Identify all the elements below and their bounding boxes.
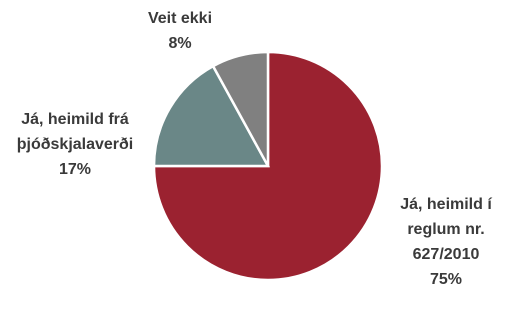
slice-percent: 75%: [429, 271, 463, 288]
slice-percent: 8%: [168, 35, 192, 52]
slice-label-text: Já, heimild í: [400, 196, 492, 213]
slice-label-text: Veit ekki: [147, 10, 213, 27]
slice-label-text: reglum nr.: [407, 221, 485, 238]
pie-slice-2: [211, 50, 270, 167]
slice-percent: 17%: [58, 161, 92, 178]
slice-label-text: Já, heimild frá: [21, 111, 129, 128]
slice-label-thjodskjalavordur: Já, heimild frá þjóðskjalaverði 17%: [0, 107, 150, 182]
slice-label-reglur: Já, heimild í reglum nr. 627/2010 75%: [380, 192, 512, 292]
slice-label-text: 627/2010: [412, 246, 480, 263]
pie-slice-1: [152, 64, 271, 168]
slice-label-text: þjóðskjalaverði: [16, 136, 134, 153]
slice-label-veit-ekki: Veit ekki 8%: [130, 6, 230, 56]
pie-slice-0: [152, 50, 384, 282]
